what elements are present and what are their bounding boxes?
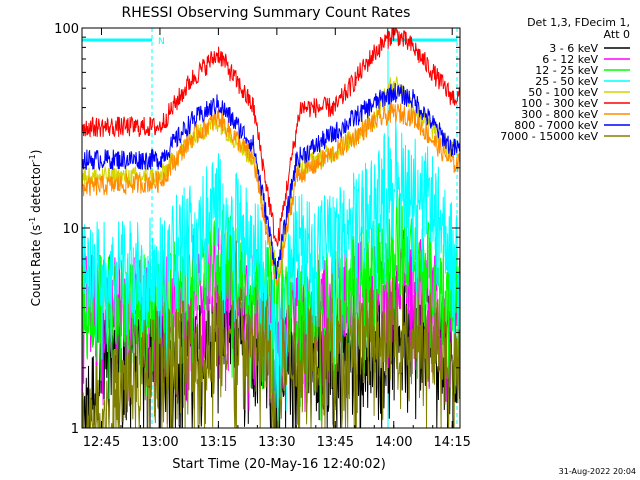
y-axis-label-tail: detector — [29, 162, 43, 217]
legend-label-1: 3 - 6 keV — [549, 42, 598, 55]
x-axis-label: Start Time (20-May-16 12:40:02) — [172, 457, 386, 472]
x-tick-label-6: 14:15 — [433, 435, 470, 450]
interval-marker-label: N — [158, 37, 165, 47]
y-axis-label-main: Count Rate (s — [29, 225, 43, 307]
series-line-5 — [82, 76, 460, 279]
y-tick-label-0: 1 — [71, 422, 79, 437]
x-tick-label-0: 12:45 — [83, 435, 120, 450]
footer-date: 31-Aug-2022 20:04 — [559, 467, 636, 476]
tick-layer: 12:45 13:00 13:15 13:30 13:45 14:00 14:15 1 10 10… — [54, 22, 471, 450]
y-axis-label: Count Rate (s-1 detector-1) — [28, 150, 43, 307]
x-tick-label-3: 13:30 — [258, 435, 295, 450]
series-line-6 — [82, 28, 460, 247]
legend-label-9: 7000 - 15000 keV — [500, 130, 598, 143]
chart-title: RHESSI Observing Summary Count Rates — [122, 5, 411, 21]
x-tick-label-4: 13:45 — [317, 435, 354, 450]
legend-header-line2: Att 0 — [604, 28, 630, 41]
series-line-7 — [82, 101, 460, 289]
legend-label-3: 12 - 25 keV — [535, 64, 598, 77]
legend-header-line1: Det 1,3, FDecim 1, — [527, 16, 630, 29]
legend-label-5: 50 - 100 keV — [528, 86, 598, 99]
y-tick-label-2: 100 — [54, 22, 79, 37]
y-axis-label-sup: -1 — [28, 217, 37, 225]
series-line-8 — [82, 83, 460, 280]
series-line-9 — [82, 277, 460, 428]
legend-label-8: 800 - 7000 keV — [514, 119, 598, 132]
y-axis-label-sup2: -1 — [28, 154, 37, 162]
x-tick-label-5: 14:00 — [375, 435, 412, 450]
legend-label-2: 6 - 12 keV — [542, 53, 598, 66]
legend-label-7: 300 - 800 keV — [521, 108, 598, 121]
series-line-4 — [82, 118, 460, 428]
x-tick-label-2: 13:15 — [200, 435, 237, 450]
x-tick-label-1: 13:00 — [141, 435, 178, 450]
y-axis-label-end: ) — [29, 150, 43, 155]
legend-label-4: 25 - 50 keV — [535, 75, 598, 88]
y-tick-label-1: 10 — [62, 222, 79, 237]
legend-label-6: 100 - 300 keV — [521, 97, 598, 110]
series-layer — [82, 28, 460, 428]
